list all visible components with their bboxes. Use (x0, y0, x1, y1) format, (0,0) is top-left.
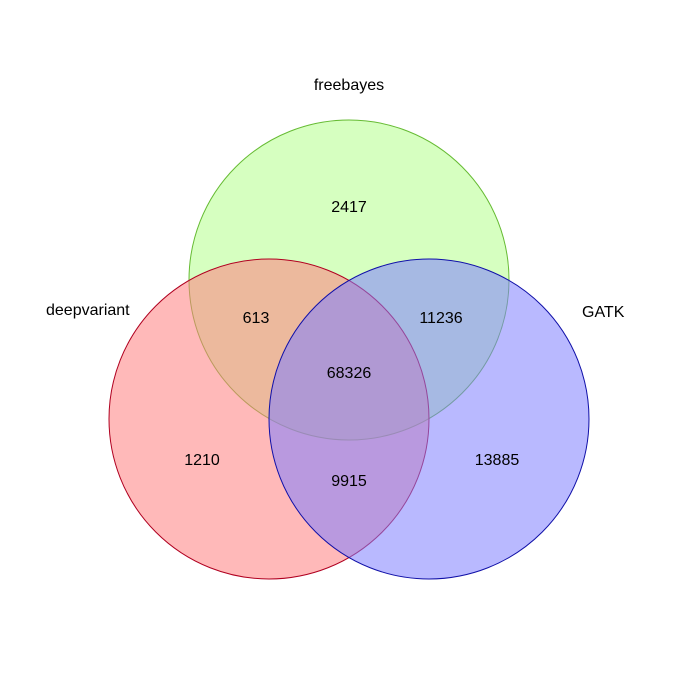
count-gatk-only: 13885 (475, 452, 520, 469)
count-all-three: 68326 (327, 365, 372, 382)
gatk-circle (269, 259, 589, 579)
gatk-label: GATK (582, 304, 625, 321)
count-deepvariant-only: 1210 (184, 452, 220, 469)
freebayes-label: freebayes (314, 77, 384, 94)
count-freebayes-only: 2417 (331, 199, 367, 216)
count-freebayes-gatk: 11236 (419, 310, 462, 327)
deepvariant-label: deepvariant (46, 302, 130, 319)
count-freebayes-deepvariant: 613 (243, 310, 270, 327)
count-deepvariant-gatk: 9915 (331, 473, 367, 490)
